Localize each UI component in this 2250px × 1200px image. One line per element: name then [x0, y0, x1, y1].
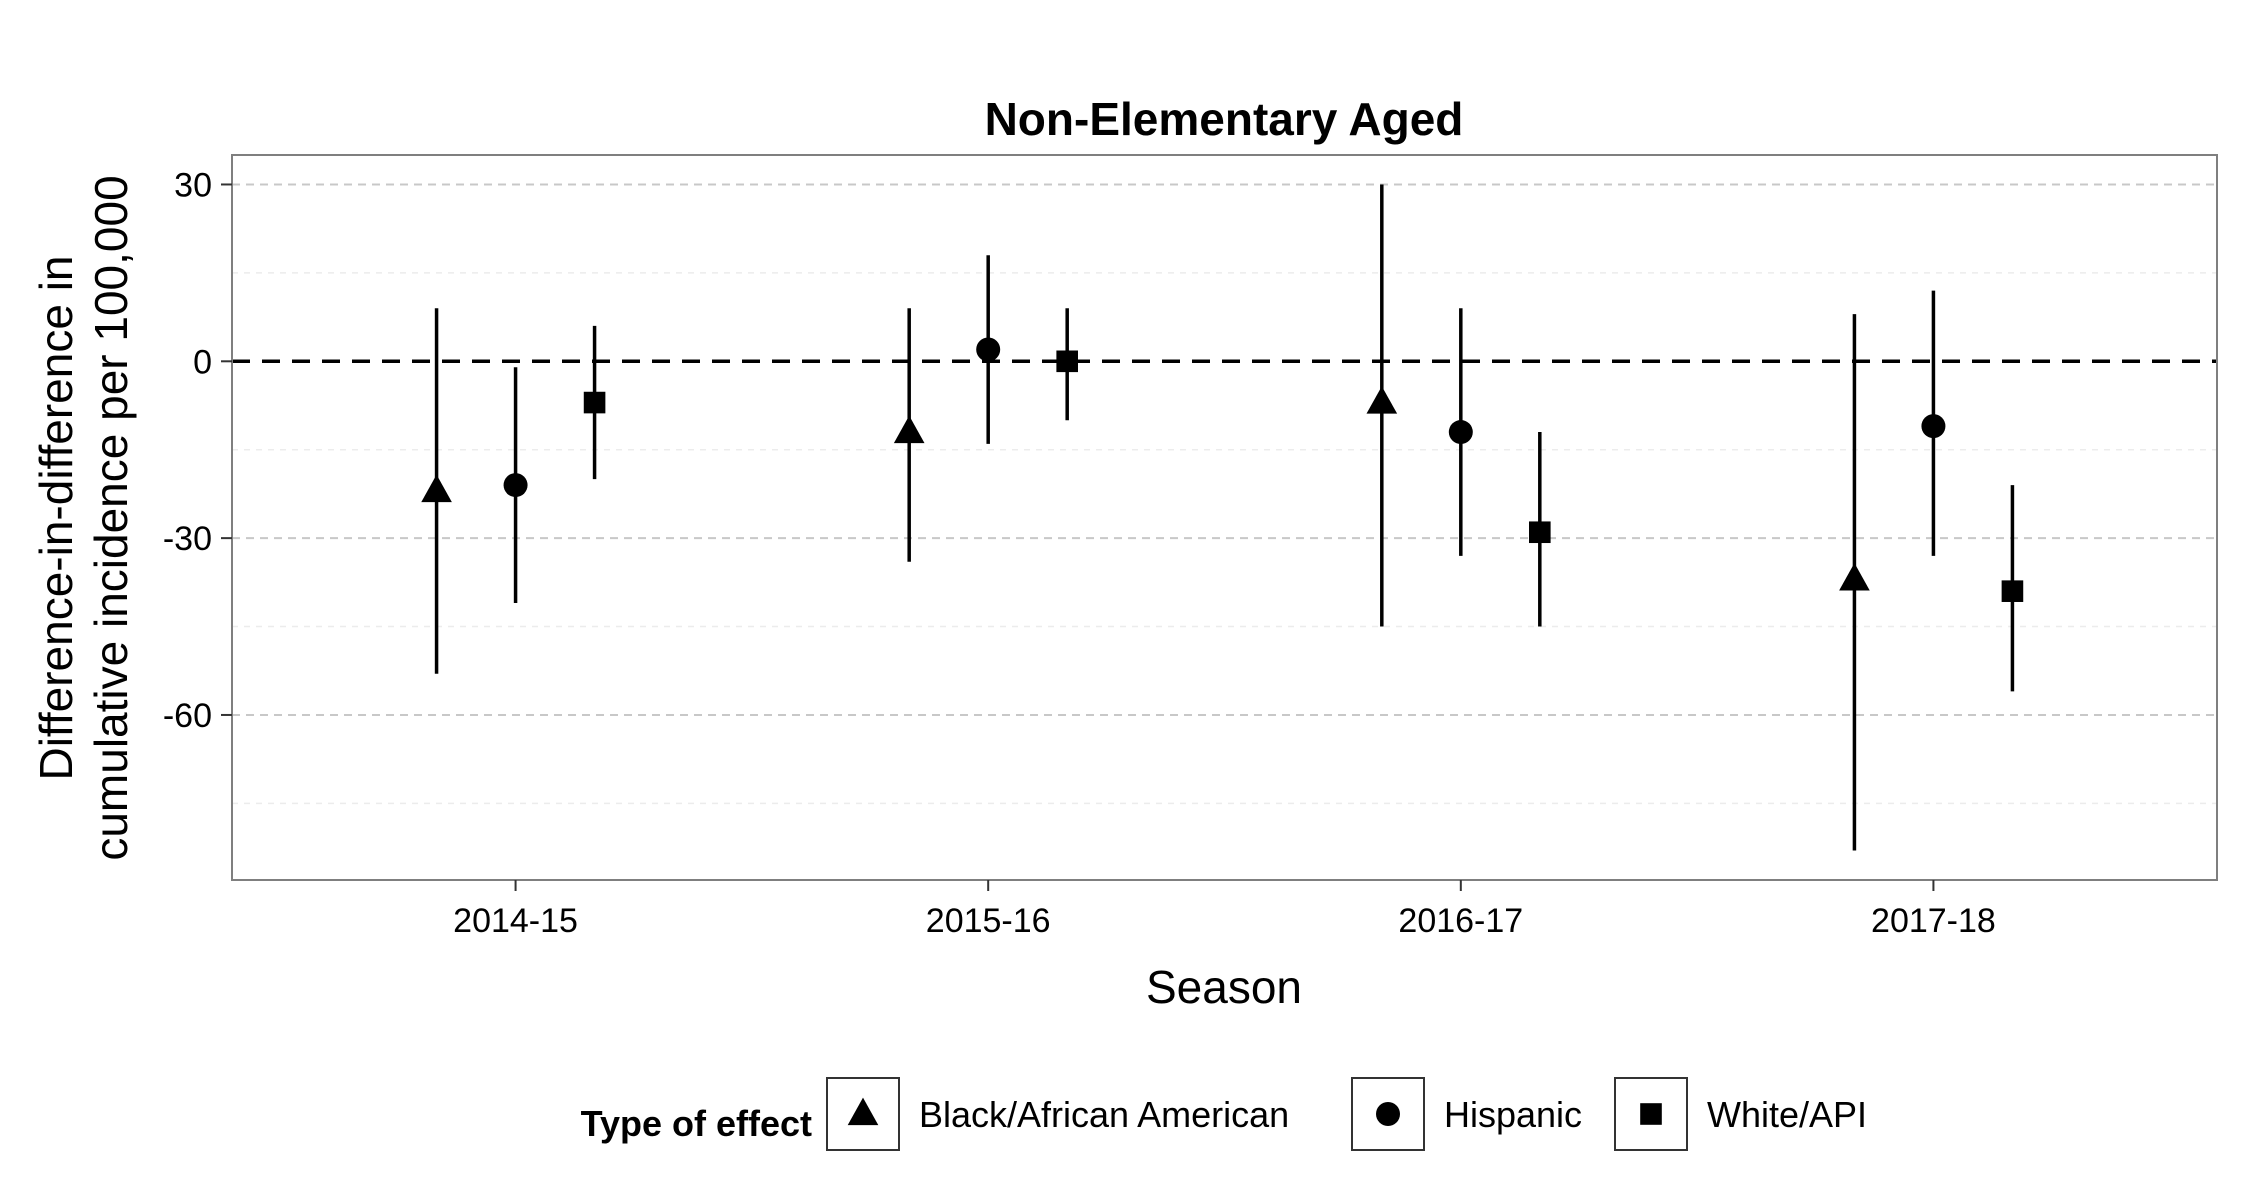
- point-black-african-american: [1366, 386, 1398, 414]
- data-marks: [421, 184, 2024, 851]
- point-hispanic: [1921, 414, 1946, 439]
- x-tick-label: 2016-17: [1398, 902, 1523, 940]
- point-hispanic: [976, 337, 1001, 362]
- axes: 30 0 -30 -60 2014-15 2015-16 2016-17 2017-18: [163, 166, 1996, 940]
- x-axis-title: Season: [1146, 961, 1302, 1013]
- y-axis-title-line-1: Difference-in-difference in: [30, 255, 82, 780]
- legend-items: Black/African American Hispanic White/API: [826, 1077, 1867, 1151]
- point-black-african-american: [421, 474, 452, 503]
- point-hispanic: [1448, 420, 1473, 445]
- x-tick-label: 2014-15: [453, 902, 578, 940]
- y-tick-label: -30: [163, 520, 212, 558]
- point-white-api: [2001, 580, 2024, 602]
- legend-title: Type of effect: [581, 1103, 812, 1144]
- point-hispanic: [503, 473, 528, 498]
- chart-title: Non-Elementary Aged: [985, 93, 1464, 145]
- point-black-african-american: [893, 415, 925, 444]
- plot-border: [231, 154, 2218, 881]
- x-tick-label: 2015-16: [926, 902, 1051, 940]
- legend-marker-hispanic: [1376, 1102, 1400, 1126]
- legend-marker-white-api: [1640, 1103, 1662, 1125]
- legend-marker-black-african-american: [847, 1097, 879, 1126]
- point-white-api: [583, 391, 606, 414]
- y-tick-label: 0: [193, 343, 212, 381]
- x-tick-label: 2017-18: [1871, 902, 1996, 940]
- y-tick-label: -60: [163, 697, 212, 735]
- point-white-api: [1529, 521, 1551, 544]
- legend: Type of effect Black/African American His…: [581, 1077, 1867, 1151]
- plot-panel: [232, 155, 2217, 880]
- point-white-api: [1056, 350, 1078, 373]
- legend-label-hispanic: Hispanic: [1444, 1094, 1582, 1135]
- legend-label-black-african-american: Black/African American: [919, 1094, 1289, 1135]
- point-black-african-american: [1839, 563, 1870, 591]
- y-axis-title-line-2: cumulative incidence per 100,000: [85, 175, 137, 860]
- grid-lines: [232, 183, 2217, 805]
- legend-label-white-api: White/API: [1707, 1094, 1867, 1135]
- y-tick-label: 30: [174, 166, 212, 204]
